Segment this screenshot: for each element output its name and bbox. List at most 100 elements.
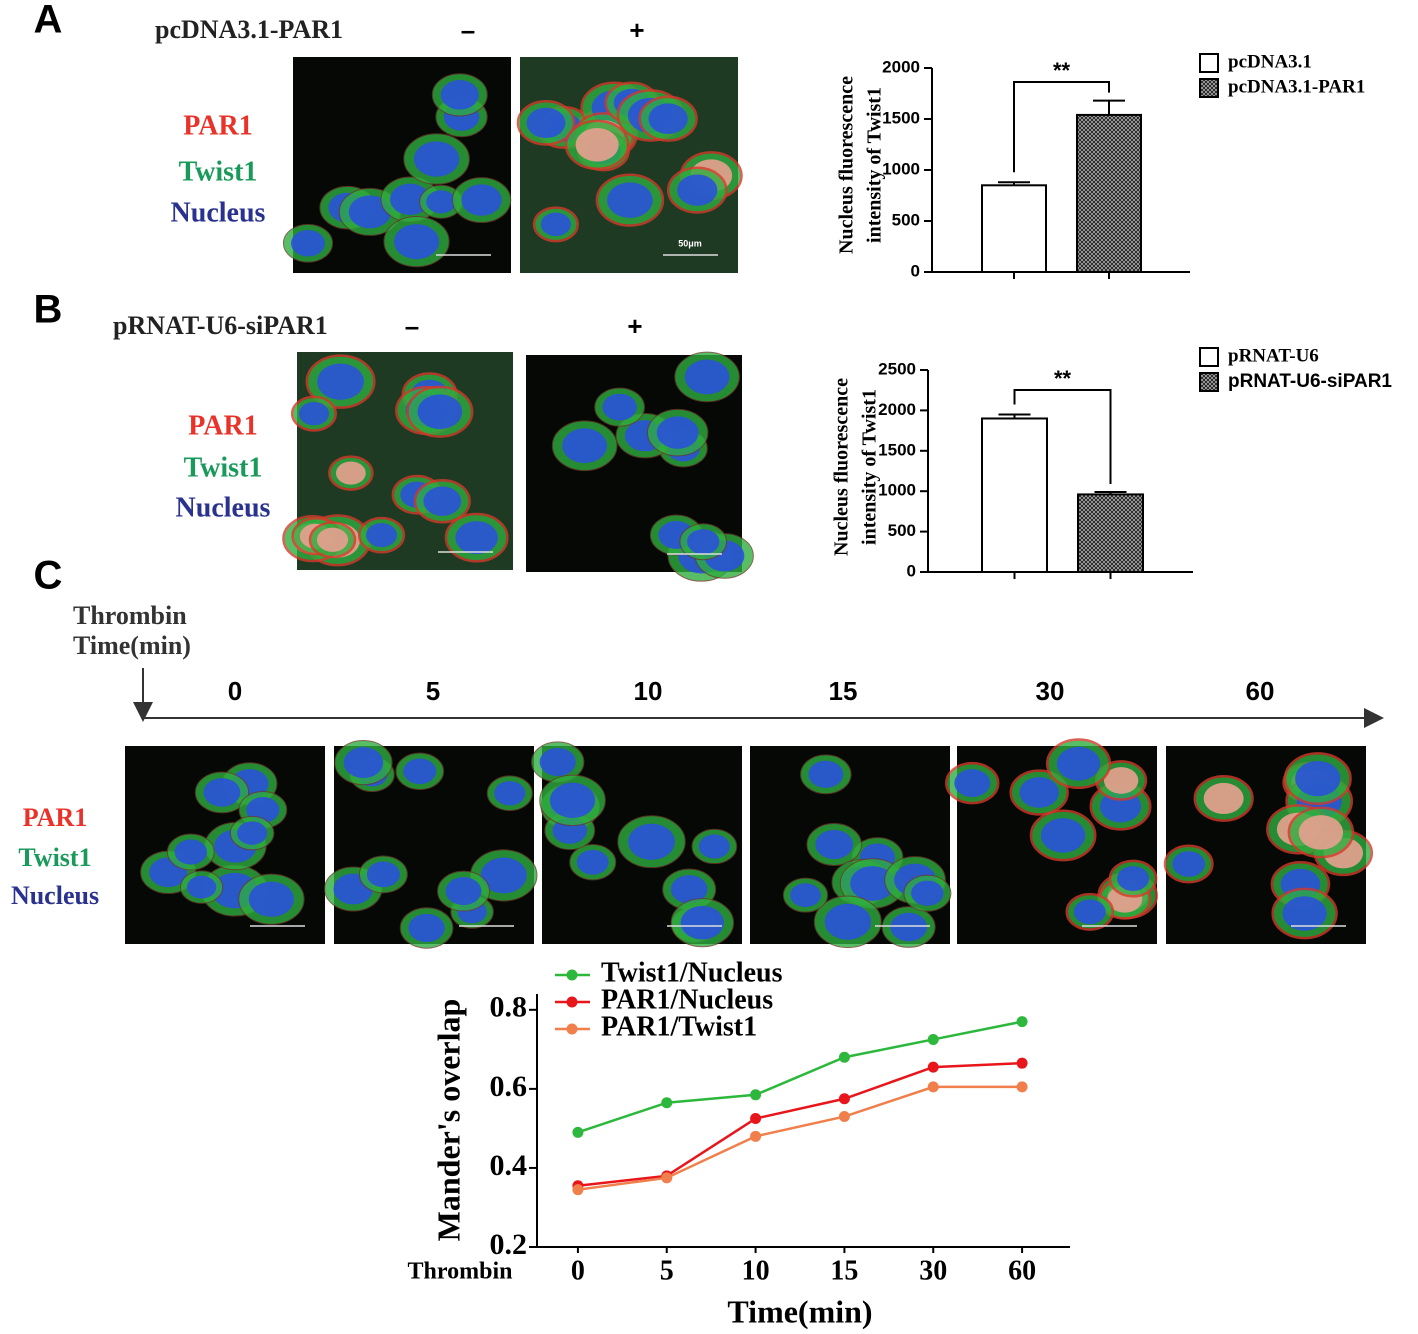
nucleus (539, 747, 576, 777)
condition-label: + (629, 15, 644, 45)
bar (981, 417, 1048, 574)
panel-label: B (34, 288, 63, 332)
x-tick-label: 10 (742, 1255, 770, 1286)
nucleus (1298, 815, 1344, 850)
nucleus (316, 527, 349, 552)
micrograph (1163, 746, 1374, 944)
condition-label: + (627, 311, 642, 341)
nucleus (790, 883, 821, 908)
y-tick-label: 1500 (878, 440, 916, 459)
nucleus (815, 829, 854, 860)
stain-label: Twist1 (179, 156, 258, 187)
y-tick-label: 0.2 (490, 1228, 528, 1261)
data-point (927, 1081, 939, 1093)
series-line (577, 1085, 1023, 1191)
nucleus (575, 128, 619, 162)
construct-label: pRNAT-U6-siPAR1 (113, 311, 328, 340)
stain-label: Twist1 (18, 843, 91, 872)
bar (981, 184, 1047, 273)
time-label: Time(min) (73, 631, 191, 660)
y-tick-label: 1000 (882, 159, 920, 178)
nucleus (1019, 777, 1059, 808)
nucleus (698, 834, 730, 859)
legend-swatch (1199, 347, 1219, 367)
micrograph (526, 351, 754, 582)
y-tick-label: 0.8 (490, 991, 528, 1024)
data-point (1016, 1081, 1028, 1093)
legend-label: pRNAT-U6-siPAR1 (1228, 371, 1392, 392)
y-axis-label: intensity of Twist1 (864, 87, 886, 243)
significance-bracket (1013, 389, 1112, 485)
y-axis-label: Nucleus fluorescence (831, 378, 853, 556)
nucleus (335, 461, 366, 485)
series-line (577, 1061, 1023, 1187)
time-point-label: 15 (829, 676, 858, 706)
condition-label: – (405, 311, 419, 341)
nucleus (824, 903, 871, 940)
legend-label: Twist1/Nucleus (601, 957, 783, 988)
legend-label: pcDNA3.1 (1228, 51, 1312, 72)
nucleus (348, 195, 392, 229)
legend-swatch (1199, 53, 1219, 73)
legend-label: pRNAT-U6 (1228, 345, 1319, 366)
y-tick-label: 500 (888, 521, 916, 540)
micrograph (516, 57, 743, 273)
data-point (1016, 1057, 1028, 1069)
time-point-label: 30 (1036, 676, 1065, 706)
x-tick-label: 0 (571, 1255, 585, 1286)
data-point (750, 1089, 762, 1101)
nucleus (248, 881, 295, 917)
nucleus (677, 174, 718, 206)
y-axis-label: Nucleus fluorescence (836, 76, 858, 254)
data-point (750, 1113, 762, 1125)
panel-label: A (34, 0, 63, 42)
x-axis-note: Thrombin (408, 1259, 513, 1285)
micrograph (282, 57, 512, 273)
y-tick-label: 1000 (878, 481, 916, 500)
legend-label: PAR1/Twist1 (601, 1011, 757, 1042)
time-point-label: 5 (426, 676, 440, 706)
y-tick-label: 0 (911, 261, 920, 280)
y-tick-label: 1500 (882, 108, 920, 127)
x-axis-label: Time(min) (727, 1293, 872, 1329)
nucleus (602, 393, 637, 421)
series-line (577, 1020, 1023, 1134)
data-point (838, 1093, 850, 1105)
x-tick-label: 30 (919, 1255, 947, 1286)
x-tick-label: 5 (660, 1255, 674, 1286)
y-tick-label: 0.4 (490, 1149, 528, 1182)
micrograph (945, 738, 1158, 944)
condition-label: – (461, 15, 475, 45)
nucleus (1117, 866, 1150, 891)
nucleus (1282, 896, 1327, 931)
nucleus (549, 782, 596, 819)
time-point-label: 10 (634, 676, 663, 706)
nucleus (445, 877, 482, 906)
data-point (572, 1126, 584, 1138)
y-tick-label: 0 (907, 561, 916, 580)
nucleus (426, 190, 456, 214)
y-tick-label: 500 (892, 210, 920, 229)
nucleus (455, 521, 498, 555)
stain-label: Nucleus (171, 197, 266, 228)
y-axis-label: intensity of Twist1 (859, 389, 881, 545)
significance-label: ** (1053, 58, 1071, 83)
legend-label: PAR1/Nucleus (601, 984, 773, 1015)
y-tick-label: 2500 (878, 359, 916, 378)
time-point-label: 60 (1246, 676, 1275, 706)
data-point (661, 1097, 673, 1109)
nucleus (174, 839, 208, 865)
nucleus (656, 416, 699, 449)
data-point (661, 1172, 673, 1184)
scale-label: 50μm (678, 238, 702, 248)
micrograph (324, 740, 538, 949)
micrograph (750, 746, 952, 949)
nucleus (648, 103, 688, 135)
nucleus (343, 747, 384, 779)
significance-label: ** (1054, 366, 1072, 391)
nucleus (562, 428, 608, 464)
nucleus (423, 486, 462, 516)
micrograph (531, 741, 742, 948)
nucleus (607, 182, 653, 218)
nucleus (1295, 760, 1341, 797)
